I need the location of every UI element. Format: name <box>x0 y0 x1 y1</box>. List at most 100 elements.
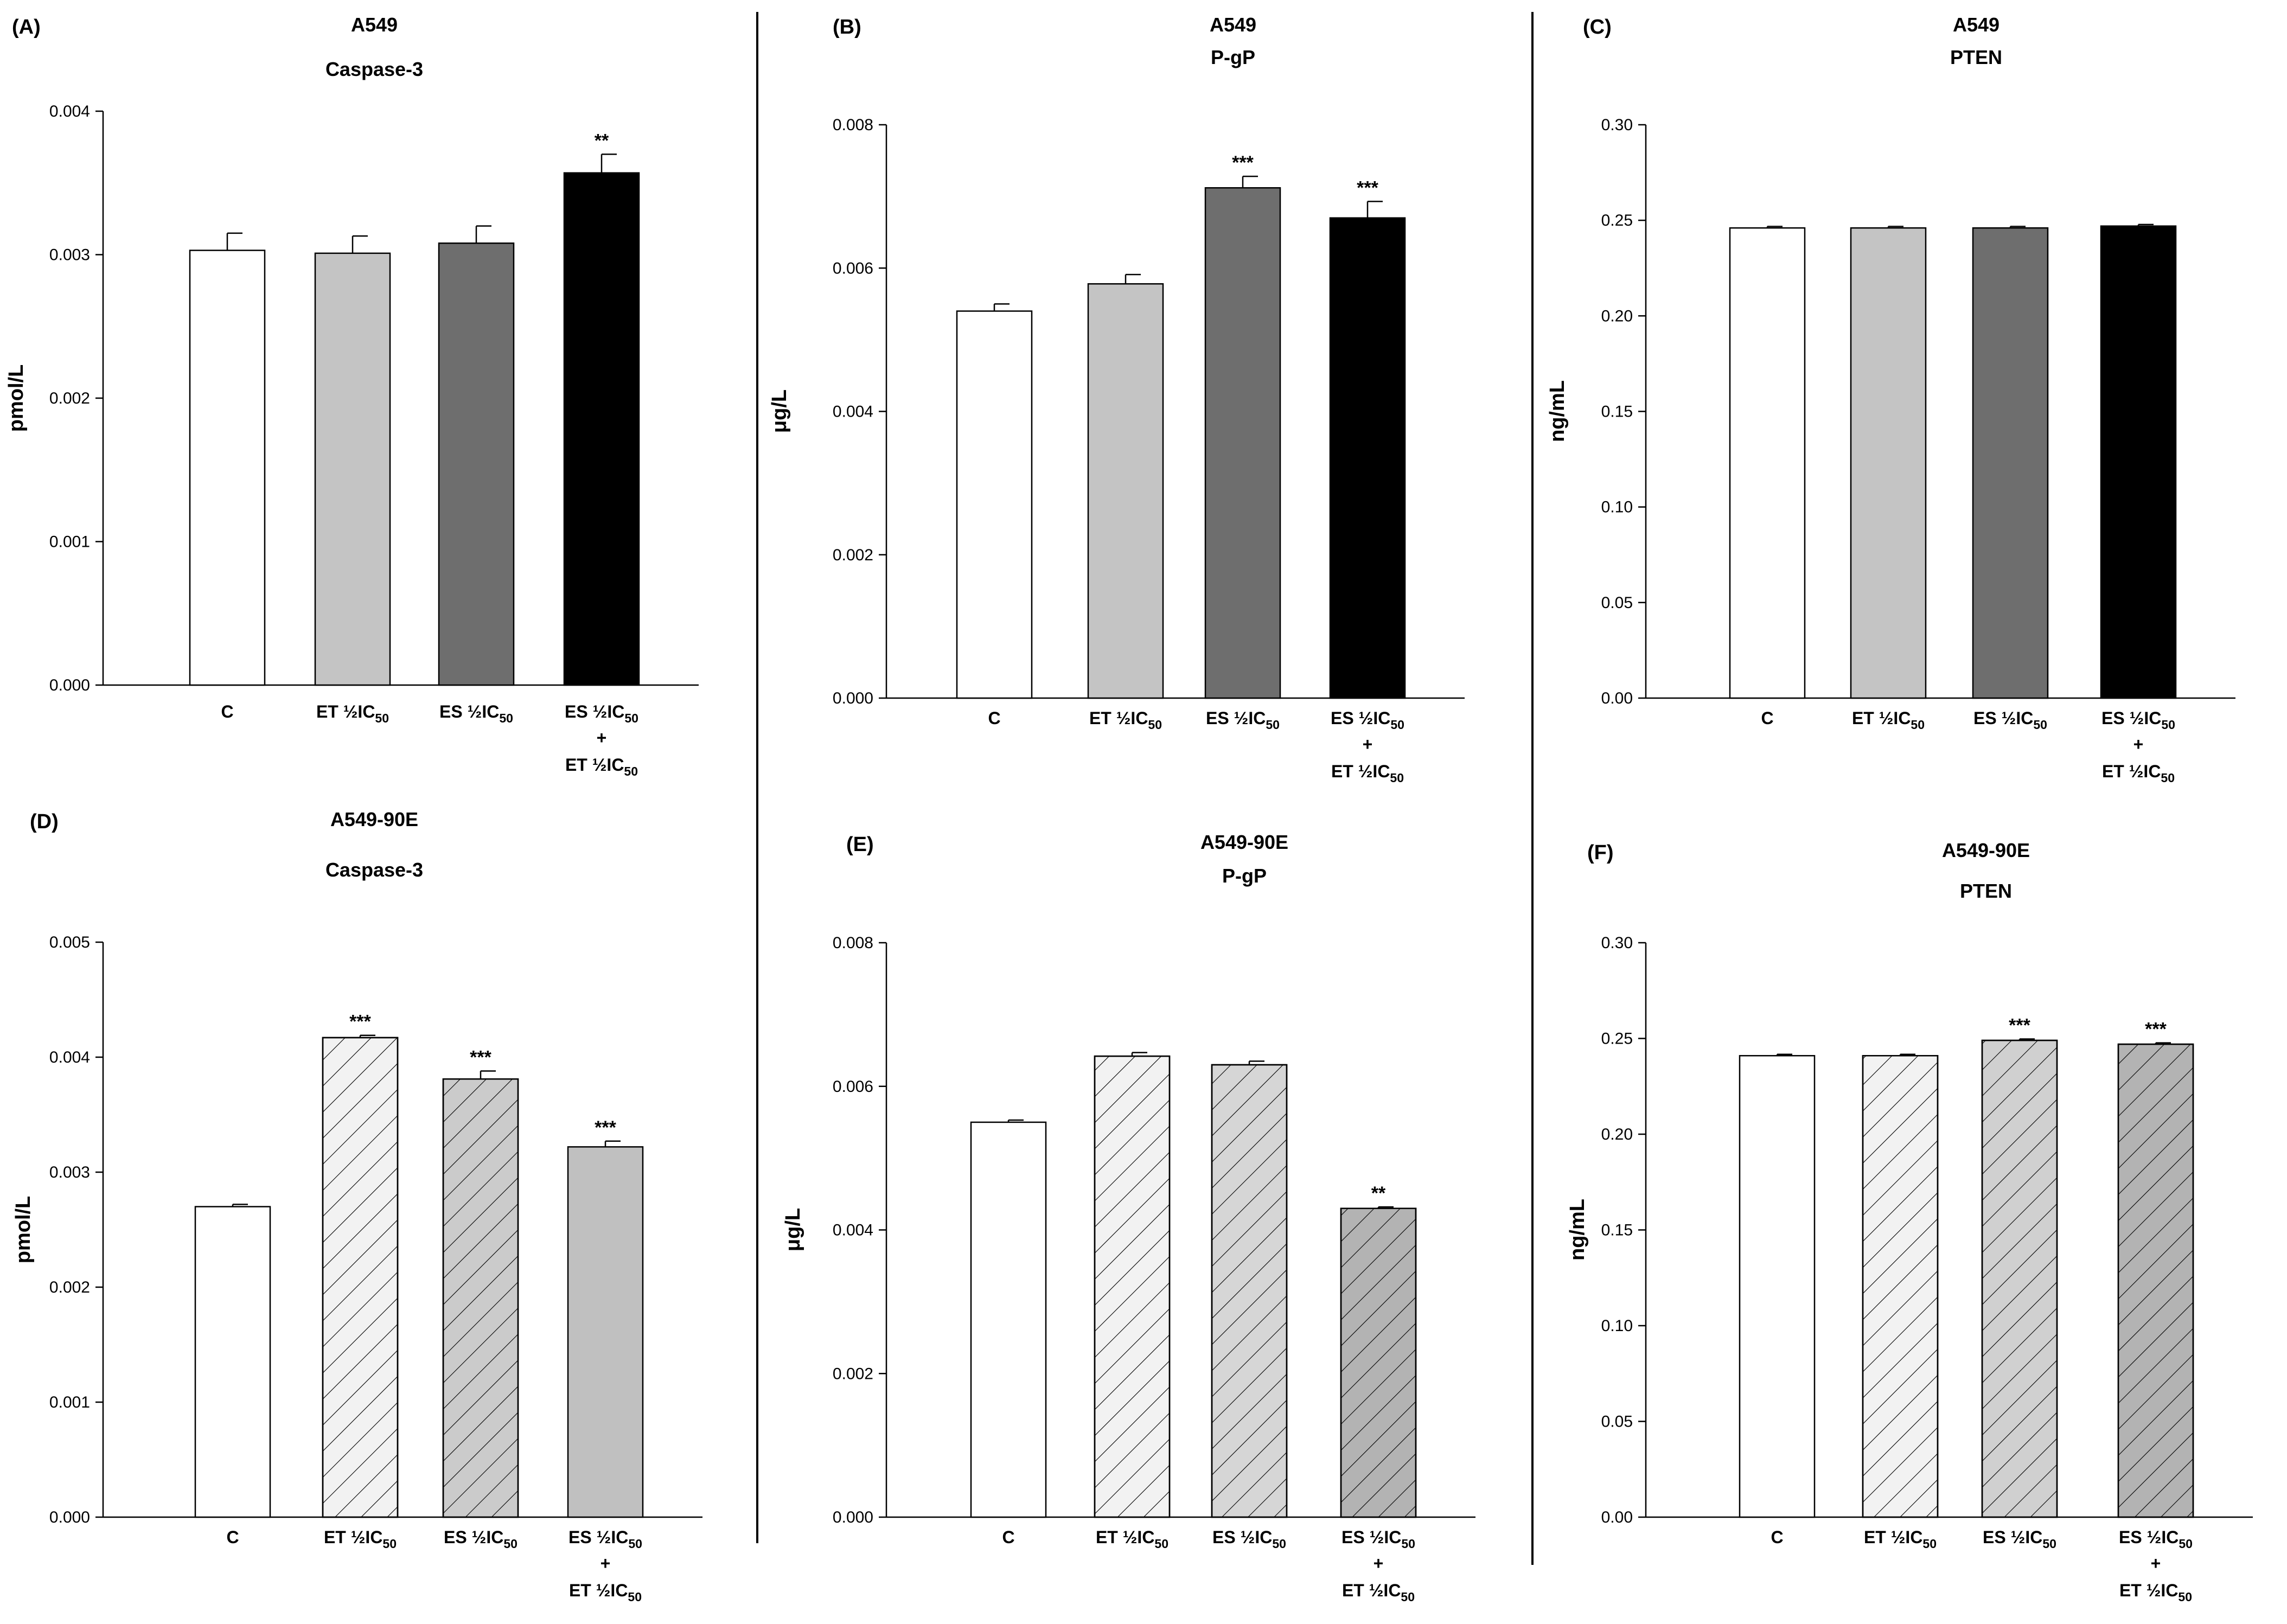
category-label: ES ½IC50 <box>1206 708 1280 732</box>
chart-subtitle: PTEN <box>1960 880 2012 902</box>
chart-panels: (A) A549 Caspase-3 pmol/L 0.000 0.001 0.002 0.0… <box>5 14 2253 1604</box>
bar <box>1329 217 1406 699</box>
category-label: ES ½IC50 <box>1341 1527 1415 1551</box>
y-tick-label: 0.002 <box>833 1365 873 1383</box>
y-tick-label: 0.30 <box>1601 116 1633 134</box>
panel-label: (E) <box>846 833 874 856</box>
y-tick-label: 0.30 <box>1601 934 1633 952</box>
bar-hatch <box>1211 1064 1288 1518</box>
y-tick-label: 0.005 <box>49 934 90 951</box>
chart-title: A549-90E <box>1942 839 2030 861</box>
y-tick-label: 0.20 <box>1601 1126 1633 1143</box>
category-label: ET ½IC50 <box>1089 708 1162 732</box>
chart-title: A549-90E <box>330 808 418 830</box>
category-label-plus: + <box>597 728 607 747</box>
bar <box>1087 283 1164 699</box>
y-axis-label: pmol/L <box>5 365 28 432</box>
significance-marker: ** <box>595 130 609 151</box>
significance-marker: *** <box>1357 177 1378 198</box>
chart-panel-a: (A) A549 Caspase-3 pmol/L 0.000 0.001 0.002 0.0… <box>5 14 699 778</box>
chart-panel-e: (E) A549-90E P-gP μg/L 0.000 0.002 0.004 0.006 0… <box>782 831 1475 1604</box>
category-label: ET ½IC50 <box>1342 1581 1415 1604</box>
y-tick-label: 0.000 <box>833 689 873 707</box>
category-label: ES ½IC50 <box>568 1527 642 1551</box>
significance-marker: *** <box>470 1047 491 1067</box>
category-label: ES ½IC50 <box>1983 1527 2056 1551</box>
category-label: ES ½IC50 <box>1331 708 1404 732</box>
bar <box>314 252 391 686</box>
panel-label: (F) <box>1587 841 1614 864</box>
chart-subtitle: P-gP <box>1222 865 1267 887</box>
y-tick-label: 0.000 <box>833 1508 873 1526</box>
chart-title: A549 <box>351 14 398 36</box>
chart-subtitle: Caspase-3 <box>325 859 423 881</box>
y-tick-label: 0.002 <box>49 1278 90 1296</box>
bar-hatch <box>322 1037 399 1518</box>
y-axis-label: μg/L <box>782 1208 804 1251</box>
category-label-plus: + <box>1374 1553 1384 1573</box>
y-tick-label: 0.008 <box>833 116 873 134</box>
significance-marker: *** <box>2145 1019 2167 1040</box>
bar-hatch <box>2117 1043 2194 1518</box>
bar-hatch <box>1094 1055 1171 1518</box>
bar <box>1739 1055 1816 1518</box>
category-label: ES ½IC50 <box>2119 1527 2193 1551</box>
bar <box>956 310 1033 699</box>
y-tick-label: 0.00 <box>1601 689 1633 707</box>
y-tick-label: 0.05 <box>1601 594 1633 612</box>
category-label: ET ½IC50 <box>316 702 389 725</box>
panel-label: (A) <box>12 16 41 39</box>
y-tick-label: 0.00 <box>1601 1508 1633 1526</box>
y-tick-label: 0.25 <box>1601 1030 1633 1048</box>
category-label-plus: + <box>2151 1553 2161 1573</box>
category-label: ET ½IC50 <box>2102 762 2175 785</box>
bar-hatch <box>1862 1055 1939 1518</box>
category-label: C <box>988 708 1000 728</box>
category-label-plus: + <box>601 1553 611 1573</box>
y-tick-label: 0.002 <box>833 546 873 564</box>
category-label: ES ½IC50 <box>444 1527 518 1551</box>
y-tick-label: 0.003 <box>49 246 90 264</box>
y-tick-label: 0.004 <box>49 1048 90 1066</box>
category-label: ET ½IC50 <box>1864 1527 1937 1551</box>
significance-marker: *** <box>595 1117 616 1138</box>
category-label: ET ½IC50 <box>569 1581 642 1604</box>
bar <box>2100 225 2177 699</box>
category-label: C <box>1002 1527 1014 1547</box>
bar <box>189 250 266 686</box>
significance-marker: ** <box>1371 1183 1386 1204</box>
bar-hatch <box>1981 1039 2058 1518</box>
y-tick-label: 0.15 <box>1601 1222 1633 1239</box>
bar <box>970 1121 1047 1518</box>
bar <box>438 242 515 686</box>
significance-marker: *** <box>2009 1015 2030 1036</box>
bar <box>1850 227 1927 699</box>
y-axis-label: ng/mL <box>1566 1199 1589 1261</box>
chart-title: A549 <box>1953 14 1999 36</box>
category-label-plus: + <box>2133 734 2144 754</box>
y-tick-label: 0.000 <box>49 1508 90 1526</box>
category-label: ET ½IC50 <box>565 755 638 778</box>
y-tick-label: 0.05 <box>1601 1413 1633 1431</box>
bar-hatch <box>442 1078 519 1518</box>
y-tick-label: 0.006 <box>833 1078 873 1096</box>
category-label: ES ½IC50 <box>565 702 638 725</box>
bar <box>567 1146 644 1518</box>
y-tick-label: 0.10 <box>1601 1317 1633 1335</box>
y-tick-label: 0.15 <box>1601 403 1633 421</box>
y-tick-label: 0.002 <box>49 389 90 407</box>
y-tick-label: 0.001 <box>49 1393 90 1411</box>
category-label: ES ½IC50 <box>2101 708 2175 732</box>
category-label: ES ½IC50 <box>439 702 513 725</box>
chart-panel-c: (C) A549 PTEN ng/mL 0.00 0.05 0.10 0.15 0.20 0.25… <box>1546 14 2235 785</box>
chart-subtitle: Caspase-3 <box>325 58 423 80</box>
category-label-plus: + <box>1363 734 1373 754</box>
chart-title: A549-90E <box>1200 831 1288 853</box>
bar <box>1729 227 1806 699</box>
significance-marker: *** <box>1232 152 1254 173</box>
category-label: ES ½IC50 <box>1212 1527 1286 1551</box>
chart-title: A549 <box>1210 14 1256 36</box>
bar <box>194 1206 271 1518</box>
panel-label: (B) <box>833 16 861 39</box>
